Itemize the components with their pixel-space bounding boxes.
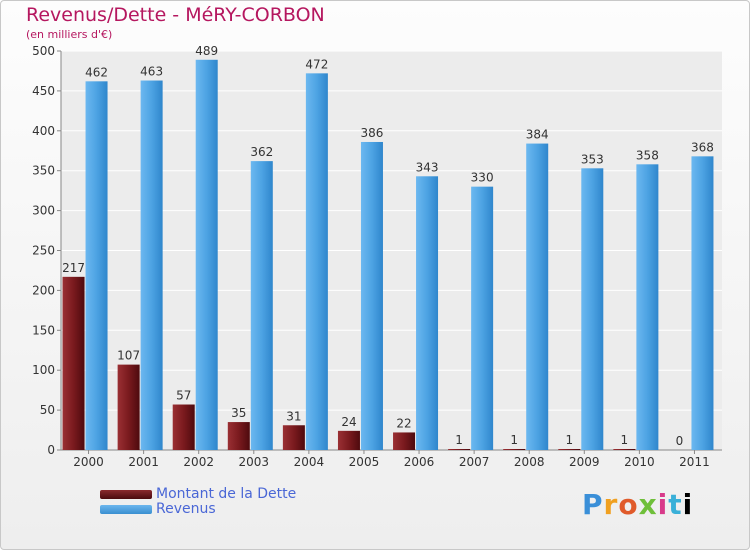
data-label-revenus: 386 <box>361 126 384 140</box>
x-tick-label: 2005 <box>349 455 380 469</box>
data-label-revenus: 353 <box>581 152 604 166</box>
y-tick-label: 150 <box>32 323 55 337</box>
bar-revenus <box>416 176 439 450</box>
data-label-revenus: 358 <box>636 148 659 162</box>
data-label-revenus: 362 <box>250 145 273 159</box>
legend-swatch-revenus <box>100 504 152 514</box>
x-tick-label: 2002 <box>183 455 214 469</box>
data-label-revenus: 384 <box>526 128 549 142</box>
data-label-revenus: 462 <box>85 65 108 79</box>
data-label-dette: 22 <box>396 416 411 430</box>
legend-item-revenus: Revenus <box>100 501 216 517</box>
bar-revenus <box>250 161 273 450</box>
y-tick-label: 200 <box>32 283 55 297</box>
bar-dette <box>62 276 85 450</box>
x-tick-label: 2007 <box>459 455 490 469</box>
y-tick-label: 250 <box>32 244 55 258</box>
x-tick-label: 2010 <box>624 455 655 469</box>
proxiti-logo: Proxiti <box>582 488 694 521</box>
bar-revenus <box>636 164 659 451</box>
y-tick-label: 500 <box>32 44 55 58</box>
legend-label-revenus: Revenus <box>156 501 216 517</box>
legend-label-dette: Montant de la Dette <box>156 486 297 502</box>
x-tick-label: 2001 <box>128 455 159 469</box>
x-tick-label: 2011 <box>679 455 710 469</box>
data-label-revenus: 472 <box>305 57 328 71</box>
chart-subtitle: (en milliers d'€) <box>26 28 113 41</box>
x-tick-label: 2009 <box>569 455 600 469</box>
bar-dette <box>227 422 250 450</box>
legend-swatch-dette <box>100 489 152 499</box>
bar-dette <box>172 404 195 450</box>
y-tick-label: 400 <box>32 124 55 138</box>
data-label-dette: 1 <box>455 433 463 447</box>
bar-dette <box>613 449 636 450</box>
bar-revenus <box>691 156 714 450</box>
data-label-dette: 35 <box>231 406 246 420</box>
y-tick-label: 300 <box>32 204 55 218</box>
bar-revenus <box>581 168 604 450</box>
y-tick-label: 350 <box>32 164 55 178</box>
bar-revenus <box>85 81 108 450</box>
data-label-revenus: 489 <box>195 44 218 58</box>
data-label-dette: 217 <box>62 261 85 275</box>
data-label-dette: 1 <box>565 433 573 447</box>
data-label-dette: 57 <box>176 389 191 403</box>
bar-dette <box>337 430 360 450</box>
bar-revenus <box>360 141 383 451</box>
bar-dette <box>117 364 140 450</box>
data-label-dette: 1 <box>621 433 629 447</box>
data-label-dette: 107 <box>117 349 140 363</box>
data-label-revenus: 463 <box>140 65 163 79</box>
data-label-dette: 24 <box>341 415 356 429</box>
bar-revenus <box>140 80 163 450</box>
y-tick-label: 450 <box>32 84 55 98</box>
data-label-revenus: 343 <box>416 160 439 174</box>
data-label-dette: 31 <box>286 409 301 423</box>
data-label-revenus: 368 <box>691 140 714 154</box>
bar-dette <box>503 449 526 450</box>
y-tick-label: 0 <box>47 443 55 457</box>
x-tick-label: 2008 <box>514 455 545 469</box>
data-label-revenus: 330 <box>471 171 494 185</box>
bar-dette <box>448 449 471 450</box>
x-tick-label: 2006 <box>404 455 435 469</box>
chart-title: Revenus/Dette - MéRY-CORBON <box>26 4 325 26</box>
bar-revenus <box>305 73 328 451</box>
data-label-dette: 0 <box>676 434 684 448</box>
y-tick-label: 100 <box>32 363 55 377</box>
x-tick-label: 2000 <box>73 455 104 469</box>
y-tick-label: 50 <box>40 403 55 417</box>
bar-revenus <box>471 186 494 450</box>
bar-revenus <box>195 59 218 450</box>
legend-item-dette: Montant de la Dette <box>100 486 297 502</box>
x-tick-label: 2003 <box>239 455 270 469</box>
data-label-dette: 1 <box>510 433 518 447</box>
bar-revenus <box>526 143 549 450</box>
bar-dette <box>393 432 416 450</box>
bar-dette <box>282 425 305 450</box>
x-tick-label: 2004 <box>294 455 325 469</box>
bar-dette <box>558 449 581 450</box>
